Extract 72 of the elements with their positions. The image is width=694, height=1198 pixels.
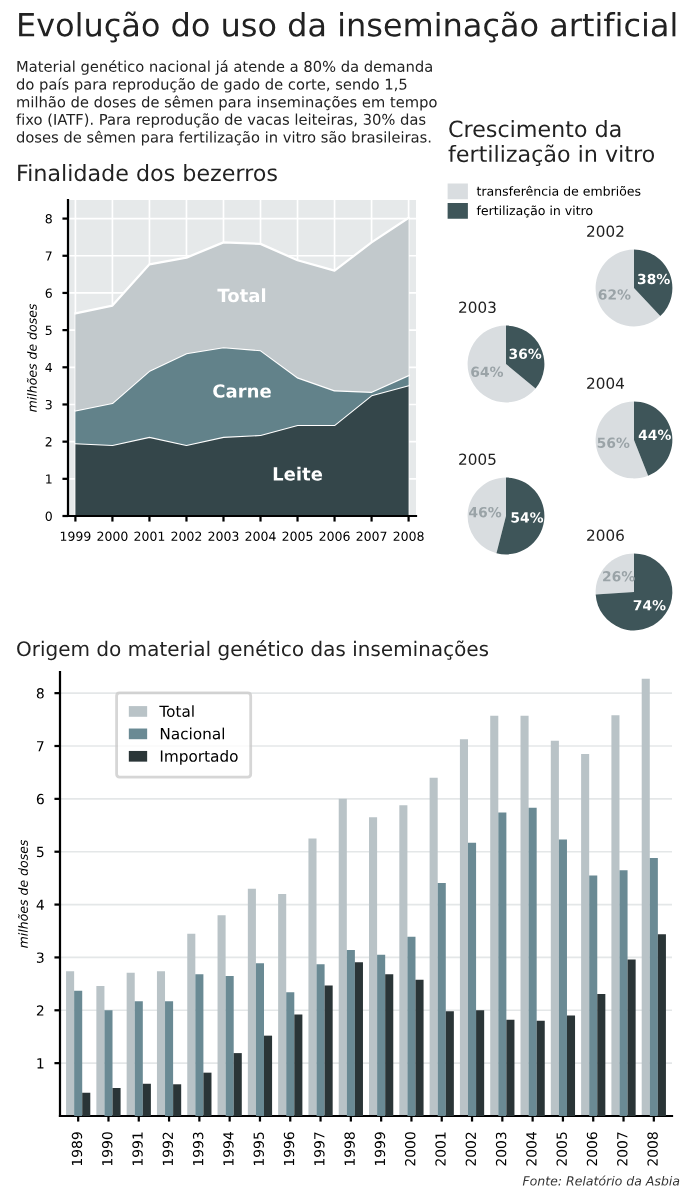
bar xyxy=(429,777,438,1116)
bar xyxy=(165,1001,174,1116)
pie-slice xyxy=(634,401,673,476)
bar xyxy=(255,963,264,1116)
bar xyxy=(619,870,628,1116)
bar xyxy=(104,1010,113,1116)
bar xyxy=(316,964,325,1116)
bar xyxy=(490,715,499,1116)
bar xyxy=(286,992,295,1116)
bar xyxy=(225,975,234,1116)
bar xyxy=(278,894,287,1116)
bar xyxy=(558,839,567,1116)
bar xyxy=(415,979,424,1116)
bar xyxy=(476,1010,485,1116)
bar xyxy=(173,1084,182,1116)
bar xyxy=(338,798,347,1116)
bar xyxy=(506,1019,515,1116)
bar xyxy=(294,1014,303,1116)
bar xyxy=(657,934,666,1116)
bar xyxy=(126,972,135,1116)
bar xyxy=(385,974,394,1116)
bar xyxy=(233,1053,242,1116)
bar xyxy=(649,858,658,1116)
series-label: Carne xyxy=(213,384,271,398)
bar xyxy=(528,807,537,1116)
bar xyxy=(96,985,105,1116)
bar xyxy=(112,1087,121,1116)
text: Evolução do uso da inseminação artificial xyxy=(19,11,676,43)
pie-slice xyxy=(595,553,673,631)
bar xyxy=(66,971,75,1116)
bar xyxy=(324,985,333,1116)
bar xyxy=(437,882,446,1116)
bar xyxy=(195,974,204,1116)
chart-title: Origem do material genético das inseminações xyxy=(17,640,489,661)
bar xyxy=(142,1083,151,1116)
bar xyxy=(187,933,196,1116)
bar xyxy=(247,888,256,1116)
bar xyxy=(346,950,355,1116)
bar xyxy=(550,740,559,1116)
bar xyxy=(536,1020,545,1116)
bar xyxy=(468,842,477,1116)
bar xyxy=(399,805,408,1116)
bar xyxy=(203,1072,212,1116)
pie-slice xyxy=(467,477,506,554)
bar xyxy=(627,959,636,1116)
pie-slice xyxy=(506,325,545,389)
chart-title: Finalidade dos bezerros xyxy=(18,164,277,182)
bar xyxy=(369,817,378,1116)
bar xyxy=(82,1092,91,1116)
bar xyxy=(217,915,226,1116)
bar xyxy=(611,715,620,1116)
bar xyxy=(156,971,166,1116)
bar xyxy=(459,739,468,1116)
bar xyxy=(520,715,529,1116)
bar xyxy=(264,1035,273,1116)
bar xyxy=(74,990,83,1116)
bar xyxy=(589,875,598,1116)
bar xyxy=(641,678,650,1116)
text: Crescimento da fertilização in vitro xyxy=(448,120,655,167)
bar xyxy=(377,954,386,1116)
bar xyxy=(407,936,416,1116)
bar xyxy=(566,1015,576,1116)
bar xyxy=(581,753,590,1116)
bar xyxy=(498,812,507,1116)
series-label: Total xyxy=(217,288,266,303)
pie-slice xyxy=(634,249,673,316)
bar xyxy=(354,962,363,1116)
bar xyxy=(445,1011,454,1116)
bar xyxy=(134,1001,143,1116)
series-label: Leite xyxy=(273,466,323,481)
bar xyxy=(308,838,317,1116)
bar xyxy=(597,993,606,1116)
